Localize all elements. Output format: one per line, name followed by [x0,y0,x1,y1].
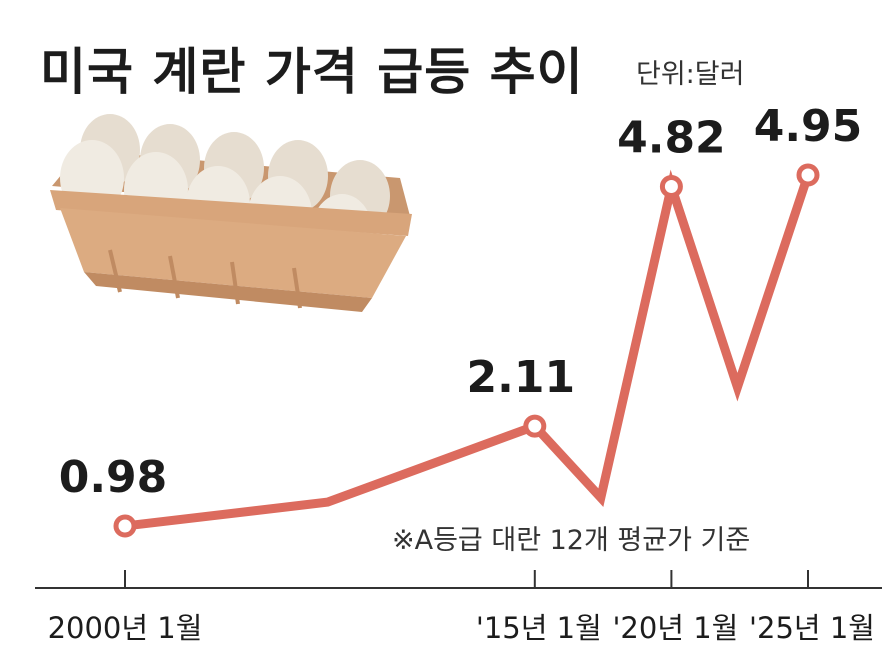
unit-label: 단위:달러 [636,59,745,90]
x-tick-label: '20년 1월 [612,611,738,645]
data-point-marker [523,414,547,438]
data-label: 2.11 [467,352,576,403]
footnote: ※A등급 대란 12개 평균가 기준 [392,525,751,556]
x-tick-label: '25년 1월 [749,611,875,645]
chart-title: 미국 계란 가격 급등 추이 [40,43,584,101]
x-tick-label: '15년 1월 [476,611,602,645]
data-point-marker [659,174,683,198]
data-label: 0.98 [59,452,168,503]
series-line [120,169,813,531]
data-point-marker [796,163,820,187]
data-point-marker [113,514,137,538]
x-tick-label: 2000년 1월 [48,611,203,645]
data-label: 4.82 [617,112,726,163]
data-label: 4.95 [754,101,863,152]
